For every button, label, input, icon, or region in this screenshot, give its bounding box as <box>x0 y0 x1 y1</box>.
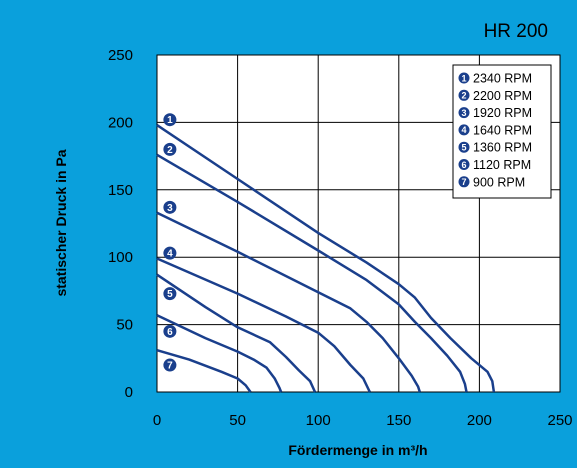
y-tick-label: 200 <box>108 114 133 131</box>
legend-marker-number: 1 <box>461 73 466 83</box>
legend-box <box>452 64 552 199</box>
marker-number: 1 <box>167 115 173 126</box>
legend-marker <box>458 141 470 153</box>
x-tick-labels: 0 50 100 150 200 250 <box>153 412 573 429</box>
chart-title: HR 200 <box>484 21 548 42</box>
marker-circle <box>163 200 177 214</box>
y-tick-label: 0 <box>125 384 133 401</box>
marker-number: 3 <box>167 203 173 214</box>
series-marker-5: 5 <box>163 287 177 301</box>
legend-marker <box>458 72 470 84</box>
legend-marker <box>458 89 470 101</box>
series-line-6 <box>156 314 283 393</box>
legend-label: 2340 RPM <box>473 72 532 86</box>
series-markers: 1 2 3 4 5 6 7 <box>163 113 177 372</box>
series-marker-3: 3 <box>163 200 177 214</box>
legend-label: 1640 RPM <box>473 123 532 137</box>
legend-marker-number: 6 <box>461 160 466 170</box>
x-tick-label: 0 <box>153 412 161 429</box>
y-axis-label: statischer Druck in Pa <box>53 149 69 296</box>
legend-marker-number: 2 <box>461 91 466 101</box>
marker-circle <box>163 287 177 301</box>
series-line-1 <box>156 124 496 393</box>
y-tick-label: 150 <box>108 182 133 199</box>
series-marker-7: 7 <box>163 358 177 372</box>
legend-marker-number: 5 <box>461 143 466 153</box>
legend-label: 900 RPM <box>473 175 525 189</box>
y-tick-label: 250 <box>108 47 133 64</box>
legend: 1 2340 RPM 2 2200 RPM 3 1920 RPM 4 1640 RPM 5 136… <box>452 64 552 199</box>
marker-number: 6 <box>167 327 173 338</box>
x-tick-label: 250 <box>547 412 572 429</box>
series-marker-4: 4 <box>163 246 177 260</box>
marker-number: 4 <box>167 249 173 260</box>
series-line-7 <box>156 349 252 393</box>
x-tick-label: 100 <box>306 412 331 429</box>
series-lines <box>156 124 496 393</box>
legend-marker <box>458 107 470 119</box>
legend-marker-number: 4 <box>461 125 466 135</box>
y-tick-labels: 0 50 100 150 200 250 <box>108 47 133 401</box>
legend-marker <box>458 159 470 170</box>
marker-circle <box>163 324 177 338</box>
x-tick-label: 50 <box>229 412 246 429</box>
marker-circle <box>163 358 177 372</box>
y-tick-label: 50 <box>116 317 133 334</box>
series-marker-6: 6 <box>163 324 177 338</box>
x-tick-label: 150 <box>386 412 411 429</box>
series-line-4 <box>156 257 371 393</box>
series-line-5 <box>156 273 317 393</box>
marker-number: 2 <box>167 145 173 156</box>
marker-circle <box>163 113 177 127</box>
series-line-3 <box>156 211 421 393</box>
legend-entry-3: 3 1920 RPM <box>458 106 532 120</box>
y-tick-label: 100 <box>108 249 133 266</box>
marker-circle <box>163 142 177 156</box>
marker-circle <box>163 246 177 260</box>
marker-number: 7 <box>167 361 173 372</box>
series-marker-2: 2 <box>163 142 177 156</box>
legend-label: 1920 RPM <box>473 106 532 120</box>
legend-entry-6: 6 1120 RPM <box>458 158 531 172</box>
x-tick-label: 200 <box>467 412 492 429</box>
legend-marker-number: 7 <box>461 177 466 187</box>
legend-marker <box>458 176 470 188</box>
series-line-2 <box>156 153 468 393</box>
legend-entry-1: 1 2340 RPM <box>458 72 532 86</box>
legend-entry-4: 4 1640 RPM <box>458 123 532 137</box>
legend-entry-5: 5 1360 RPM <box>458 141 532 155</box>
legend-entry-2: 2 2200 RPM <box>458 89 532 103</box>
marker-number: 5 <box>167 289 173 300</box>
series-marker-1: 1 <box>163 113 177 127</box>
legend-entry-7: 7 900 RPM <box>458 175 525 189</box>
legend-marker <box>458 124 470 136</box>
x-axis-label: Fördermenge in m³/h <box>288 442 427 458</box>
legend-label: 1360 RPM <box>473 141 532 155</box>
legend-marker-number: 3 <box>461 108 466 118</box>
legend-label: 1120 RPM <box>473 158 531 172</box>
legend-label: 2200 RPM <box>473 89 532 103</box>
